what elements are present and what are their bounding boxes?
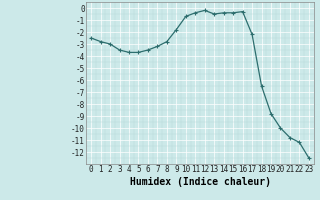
X-axis label: Humidex (Indice chaleur): Humidex (Indice chaleur) (130, 177, 270, 187)
